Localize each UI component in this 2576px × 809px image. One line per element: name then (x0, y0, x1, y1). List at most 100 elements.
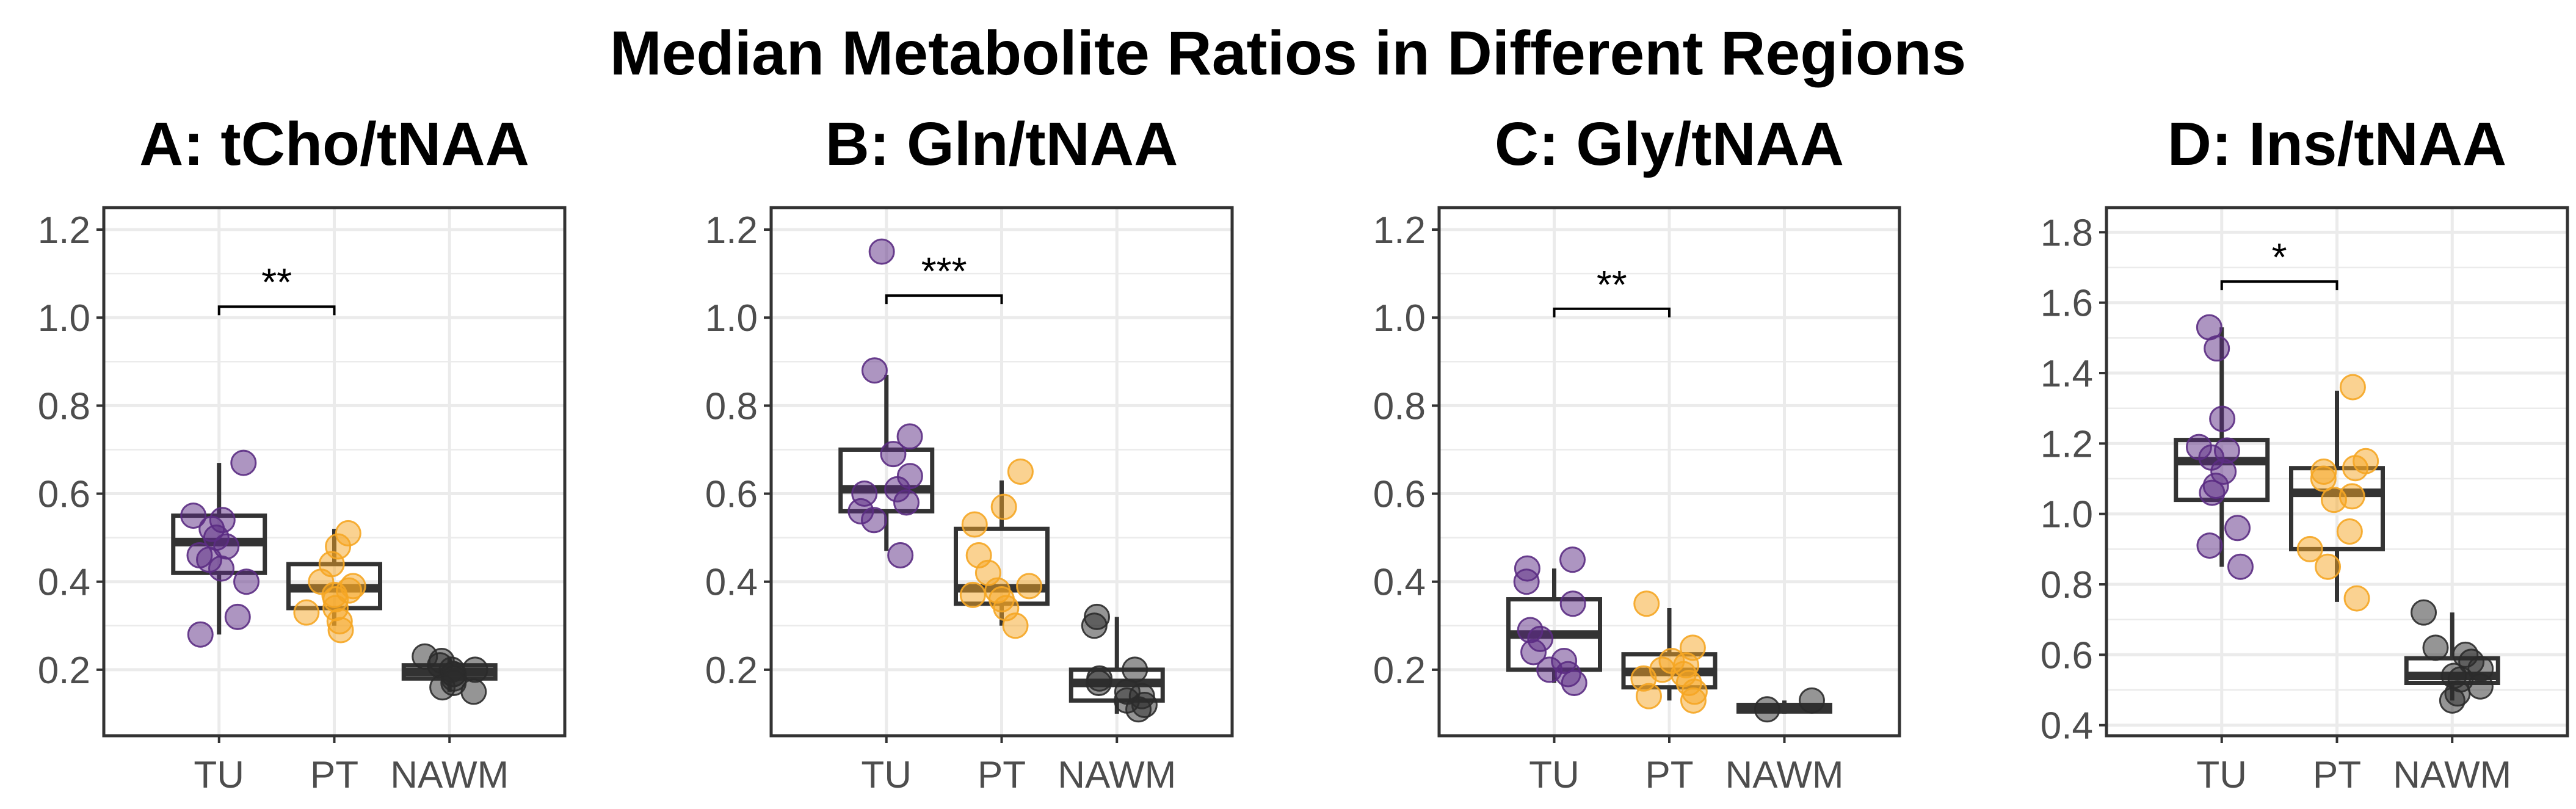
data-point (1633, 590, 1660, 617)
significance-label: ** (1597, 263, 1627, 307)
data-point (961, 511, 988, 538)
data-point (2209, 405, 2236, 432)
y-tick-label: 0.2 (1373, 650, 1426, 692)
y-tick-label: 0.4 (1373, 562, 1426, 604)
y-tick-label: 1.8 (2041, 212, 2093, 254)
data-point (1559, 590, 1586, 617)
figure-title: Median Metabolite Ratios in Different Re… (609, 18, 1967, 88)
data-point (208, 555, 235, 582)
y-tick-label: 1.2 (2041, 423, 2093, 465)
data-point (1016, 573, 1043, 600)
data-point (1635, 683, 1662, 709)
x-tick-label: NAWM (390, 754, 509, 796)
x-tick-label: TU (1529, 754, 1580, 796)
data-point (1081, 612, 1108, 639)
data-point (1798, 687, 1825, 714)
data-point (1754, 696, 1780, 723)
data-point (880, 441, 907, 468)
significance-bracket (217, 305, 336, 316)
data-point (990, 493, 1017, 520)
panel-border (1437, 206, 1901, 738)
y-tick-label: 1.2 (705, 209, 758, 252)
data-point (429, 674, 456, 701)
panel-border (2105, 206, 2569, 738)
data-point (2310, 465, 2337, 492)
data-point (2199, 479, 2226, 506)
data-point (460, 678, 487, 705)
y-tick-label: 0.8 (38, 385, 90, 427)
y-tick-label: 0.2 (38, 650, 90, 692)
x-tick-label: NAWM (1058, 754, 1176, 796)
data-point (1086, 670, 1112, 696)
data-point (2411, 599, 2437, 626)
data-point (2422, 634, 2449, 661)
x-tick-label: TU (194, 754, 244, 796)
significance-bracket (2220, 280, 2338, 291)
y-tick-label: 0.4 (38, 562, 90, 604)
data-point (327, 617, 354, 644)
x-tick-label: PT (978, 754, 1026, 796)
data-point (1513, 568, 1540, 595)
panel-title: B: Gln/tNAA (825, 110, 1178, 178)
data-point (1520, 639, 1547, 666)
y-tick-label: 1.6 (2041, 283, 2093, 325)
significance-bracket (885, 294, 1003, 305)
data-point (887, 542, 914, 568)
data-point (2439, 687, 2465, 714)
data-point (2336, 518, 2363, 545)
panel-border (102, 206, 567, 738)
data-point (1559, 546, 1586, 573)
data-point (1002, 612, 1029, 639)
significance-label: * (2272, 235, 2287, 279)
y-tick-label: 1.0 (2041, 494, 2093, 536)
y-tick-label: 1.0 (1373, 297, 1426, 339)
panel-title: A: tCho/tNAA (139, 110, 529, 178)
data-point (180, 502, 207, 529)
data-point (2224, 515, 2251, 542)
data-point (893, 489, 920, 516)
data-point (2204, 335, 2230, 362)
x-tick-label: PT (310, 754, 358, 796)
x-tick-label: NAWM (1725, 754, 1844, 796)
data-point (1122, 656, 1148, 683)
y-tick-label: 0.8 (2041, 564, 2093, 606)
box-iqr (2289, 466, 2385, 551)
data-point (2343, 585, 2370, 612)
significance-label: *** (921, 249, 967, 293)
y-tick-label: 0.6 (38, 474, 90, 516)
y-tick-label: 0.2 (705, 650, 758, 692)
data-point (868, 238, 895, 265)
data-point (959, 581, 986, 608)
y-tick-label: 0.6 (705, 474, 758, 516)
data-point (2296, 535, 2323, 562)
y-tick-label: 0.6 (2041, 634, 2093, 677)
y-tick-label: 0.6 (1373, 474, 1426, 516)
data-point (187, 621, 214, 648)
x-tick-label: PT (1645, 754, 1693, 796)
y-tick-label: 1.0 (705, 297, 758, 339)
data-point (861, 357, 888, 384)
data-point (233, 568, 260, 595)
data-point (1007, 459, 1034, 485)
data-point (2315, 553, 2342, 580)
data-point (2227, 553, 2254, 580)
data-point (1125, 696, 1152, 723)
y-tick-label: 0.8 (705, 385, 758, 427)
y-tick-label: 0.8 (1373, 385, 1426, 427)
data-point (1680, 687, 1707, 714)
y-tick-label: 0.4 (2041, 705, 2093, 747)
significance-bracket (1553, 307, 1671, 317)
data-point (2320, 487, 2347, 513)
significance-label: ** (261, 260, 292, 304)
data-point (1561, 670, 1587, 696)
y-tick-label: 0.4 (705, 562, 758, 604)
data-point (2196, 532, 2223, 559)
data-point (2339, 374, 2366, 401)
panel-title: D: Ins/tNAA (2168, 110, 2507, 178)
panel-border (769, 206, 1234, 738)
y-tick-label: 1.0 (38, 297, 90, 339)
y-tick-label: 1.2 (38, 209, 90, 252)
data-point (2467, 673, 2494, 700)
